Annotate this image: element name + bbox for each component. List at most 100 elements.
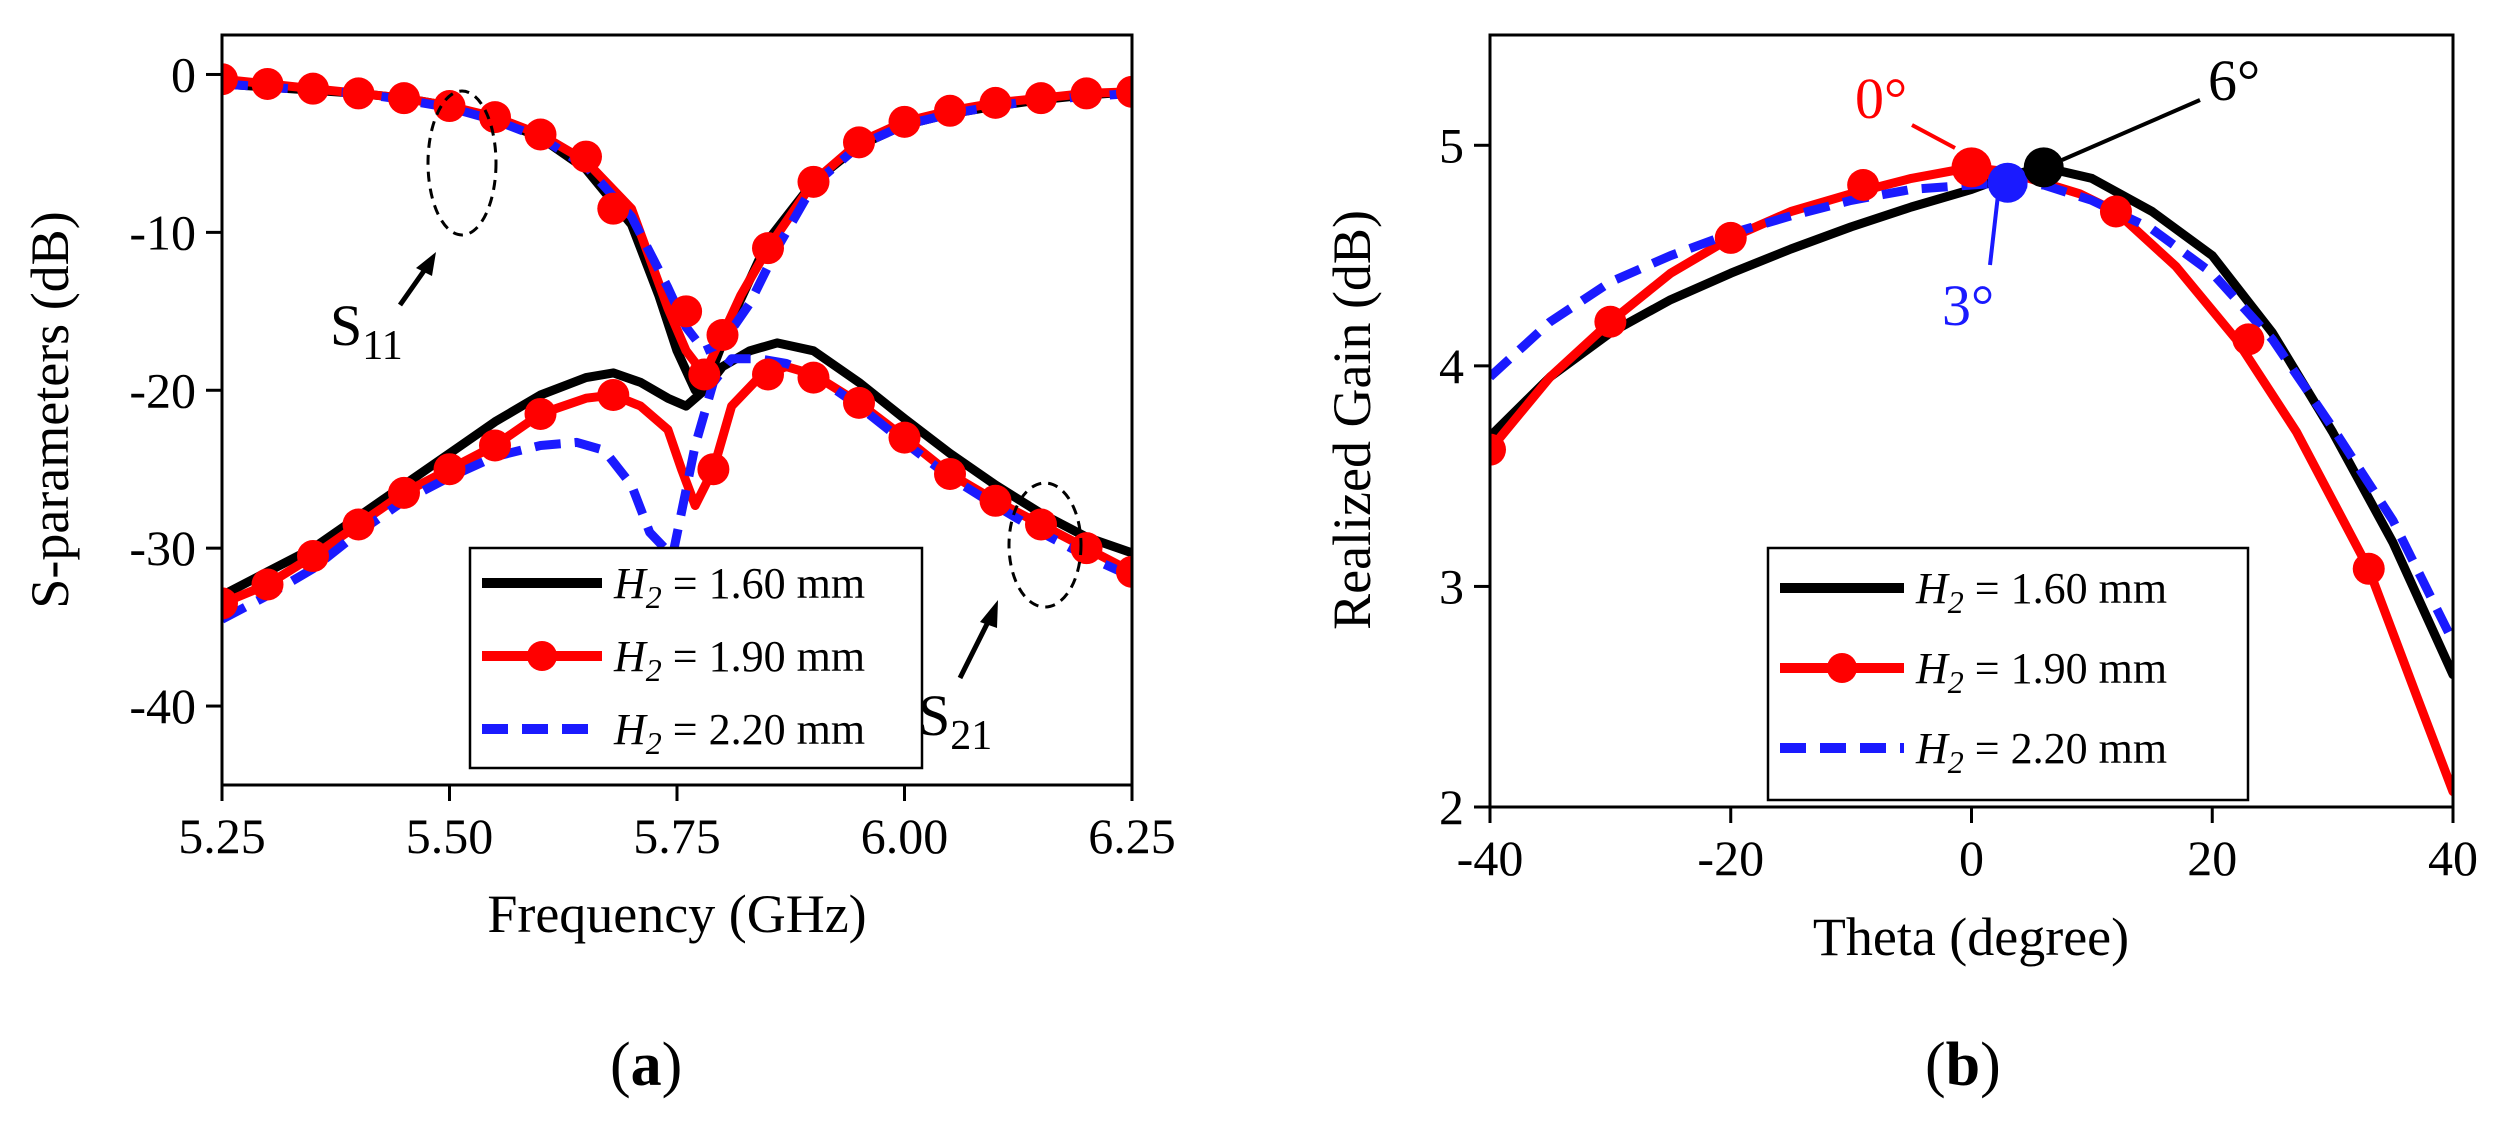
legend-a-label-160: H2 = 1.60 mm (613, 559, 865, 615)
panel-a-data-marker (752, 358, 784, 391)
panel-b-x-tick-label: -40 (1457, 830, 1524, 886)
panel-a-data-marker (524, 118, 557, 151)
panel-b-x-tick-label: -20 (1697, 830, 1764, 886)
panel-a-chart: 5.25 5.50 5.75 6.00 6.25 -40 -30 -20 -10 0 S11 S2… (20, 33, 1176, 1099)
panel-a-data-marker (251, 67, 284, 100)
s11-arrow-head (416, 252, 436, 276)
panel-a-data-marker (479, 101, 511, 134)
panel-b-data-marker (1714, 221, 1747, 254)
panel-b-y-tick-label: 5 (1439, 117, 1464, 173)
panel-b-data-marker (1594, 305, 1627, 338)
panel-b-x-tick-label: 0 (1959, 830, 1984, 886)
panel-b-x-tick-label: 20 (2187, 830, 2237, 886)
panel-b-series-line (1490, 178, 2453, 644)
annot-0deg: 0° (1855, 66, 1907, 131)
panel-a-data-marker (1070, 532, 1103, 565)
s21-arrow-head (980, 600, 998, 628)
panel-a-data-marker (251, 568, 284, 601)
legend-a-marker-190 (527, 641, 557, 671)
panel-b-data-marker (2232, 323, 2265, 356)
panel-a-y-tick-label: -30 (129, 520, 196, 576)
s11-highlight-ellipse (426, 89, 498, 237)
panel-a-data-marker (1070, 77, 1103, 110)
panel-a-x-tick-label: 6.25 (1088, 808, 1176, 864)
panel-b-y-tick-label: 2 (1439, 779, 1464, 835)
panel-a-data-marker (524, 397, 557, 430)
panel-a-data-marker (479, 429, 511, 462)
panel-a-data-marker (706, 319, 739, 351)
panel-a-data-marker (342, 77, 375, 110)
s21-annotation: S21 (918, 683, 992, 759)
panel-a-data-marker (297, 540, 329, 573)
panel-a-data-marker (934, 94, 966, 127)
annot-6deg: 6° (2208, 48, 2260, 113)
panel-a-data-marker (888, 421, 921, 454)
panel-a-data-marker (597, 379, 630, 411)
panel-a-y-tick-label: -10 (129, 204, 196, 260)
annot-6deg-leader (2061, 98, 2201, 162)
panel-a-data-marker (843, 126, 875, 159)
panel-a-data-marker (697, 453, 730, 486)
panel-a-y-tick-label: -20 (129, 362, 196, 418)
panel-a-data-marker (843, 386, 875, 419)
panel-b-x-axis-title: Theta (degree) (1813, 907, 2129, 967)
legend-b-label-190: H2 = 1.90 mm (1915, 644, 2167, 700)
legend-b-marker-190 (1827, 653, 1857, 683)
panel-b-data-marker (1490, 433, 1506, 466)
s21-highlight-ellipse (1007, 481, 1083, 609)
panel-b-legend: H2 = 1.60 mm H2 = 1.90 mm H2 = 2.20 mm (1766, 546, 2250, 802)
panel-a-data-marker (1025, 508, 1057, 541)
legend-b-label-160: H2 = 1.60 mm (1915, 564, 2167, 620)
panel-b-y-tick-label: 4 (1439, 338, 1464, 394)
panel-a-data-marker (752, 232, 784, 265)
panel-a-data-marker (797, 165, 830, 198)
panel-a-data-marker (342, 508, 375, 541)
s11-annotation: S11 (330, 293, 403, 369)
panel-b-x-tick-label: 40 (2428, 830, 2478, 886)
panel-a-data-marker (388, 82, 420, 115)
panel-a-data-marker (570, 140, 602, 173)
panel-a-data-marker (688, 358, 721, 391)
annot-3deg: 3° (1942, 273, 1994, 338)
panel-a-data-marker (297, 72, 329, 105)
panel-a-x-tick-label: 5.25 (178, 808, 266, 864)
panel-a-y-axis-title: S-parameters (dB) (20, 211, 80, 608)
panel-a-data-marker (388, 476, 420, 509)
panel-a-x-tick-label: 6.00 (861, 808, 949, 864)
panel-a-data-marker (1116, 555, 1132, 588)
legend-a-label-220: H2 = 2.20 mm (613, 705, 865, 761)
panel-a-data-marker (222, 63, 238, 96)
panel-b-peak-marker (2023, 147, 2064, 188)
panel-a-data-marker (670, 295, 703, 328)
panel-a-data-marker (433, 453, 466, 486)
panel-a-y-tick-label: -40 (129, 678, 196, 734)
legend-a-label-190: H2 = 1.90 mm (613, 632, 865, 688)
panel-a-y-tick-label: 0 (171, 46, 196, 102)
panel-b-label: (b) (1925, 1031, 2001, 1099)
panel-a-label: (a) (610, 1031, 682, 1099)
panel-a-x-tick-label: 5.50 (406, 808, 494, 864)
panel-a-data-marker (934, 457, 966, 490)
panel-b-peak-marker (1951, 147, 1992, 188)
panel-b-y-axis-title: Realized Gain (dB) (1322, 210, 1382, 630)
panel-a-legend: H2 = 1.60 mm H2 = 1.90 mm H2 = 2.20 mm (468, 546, 924, 770)
panel-a-x-axis-title: Frequency (GHz) (487, 884, 866, 944)
panel-a-data-marker (797, 361, 830, 394)
legend-b-label-220: H2 = 2.20 mm (1915, 724, 2167, 780)
panel-b-data-marker (2352, 552, 2385, 585)
panel-a-data-marker (979, 484, 1012, 517)
panel-b-data-marker (2099, 195, 2132, 228)
panel-a-x-tick-label: 5.75 (633, 808, 721, 864)
panel-a-data-marker (1116, 75, 1132, 108)
panel-b-data-marker (1847, 168, 1880, 201)
panel-a-data-marker (888, 105, 921, 138)
panel-a-data-marker (222, 587, 238, 620)
panel-a-plot-frame (220, 33, 1134, 787)
annot-3deg-leader (1988, 194, 2000, 266)
panel-b-y-tick-label: 3 (1439, 558, 1464, 614)
s21-arrow (957, 616, 993, 680)
panel-a-data-marker (433, 90, 466, 123)
annot-0deg-leader (1911, 123, 1956, 150)
panel-a-data-marker (979, 86, 1012, 119)
